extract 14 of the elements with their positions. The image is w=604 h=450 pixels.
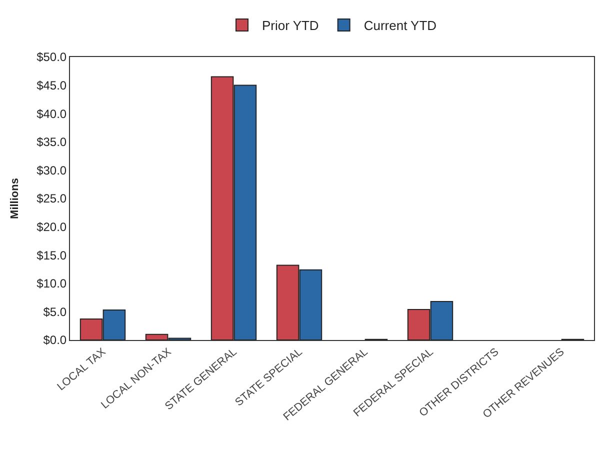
y-tick-label: $25.0	[36, 192, 67, 206]
y-tick-label: $0.0	[43, 333, 67, 348]
legend-label: Prior YTD	[262, 18, 319, 34]
y-tick-label: $15.0	[36, 248, 67, 262]
y-tick-label: $10.0	[36, 276, 67, 291]
y-tick-label: $40.0	[36, 106, 67, 121]
y-tick-label: $20.0	[36, 220, 67, 234]
y-tick-label: $35.0	[36, 135, 67, 150]
y-tick-label: $45.0	[36, 78, 67, 92]
y-tick-label: $50.0	[36, 50, 67, 64]
y-axis-title: Millions	[9, 178, 22, 219]
y-tick-label: $30.0	[36, 163, 67, 178]
y-tick-label: $5.0	[43, 304, 67, 319]
legend-label: Current YTD	[364, 18, 437, 34]
